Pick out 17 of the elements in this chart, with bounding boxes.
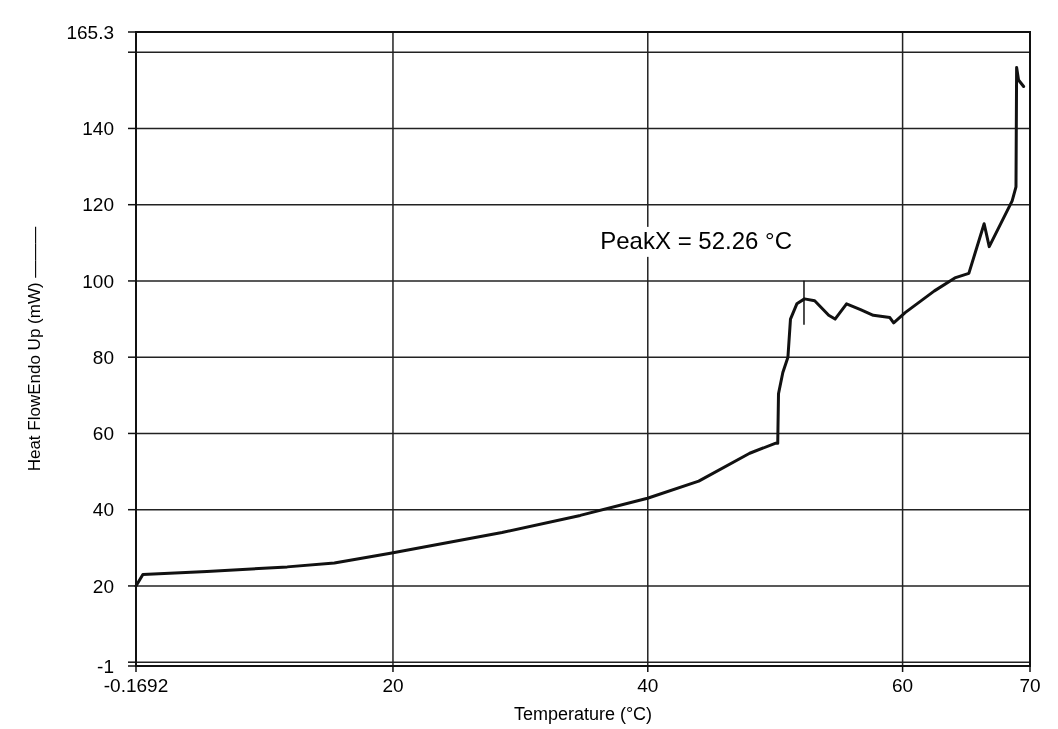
y-tick-label: 100 <box>82 270 114 292</box>
x-tick-label: 40 <box>637 675 659 696</box>
x-tick-label: 70 <box>1019 675 1041 696</box>
y-tick-label: 165.3 <box>66 21 114 43</box>
x-axis-title: Temperature (°C) <box>513 704 653 724</box>
y-tick-label: 20 <box>92 575 114 597</box>
y-tick-label: 40 <box>92 499 114 521</box>
x-tick-label: -0.1692 <box>103 675 169 696</box>
x-tick-label: 20 <box>382 675 404 696</box>
y-tick-label: 80 <box>92 346 114 368</box>
x-tick-label: 60 <box>892 675 914 696</box>
y-tick-label: 60 <box>92 423 114 445</box>
annotation: PeakX = 52.26 °C <box>600 226 792 254</box>
y-tick-label: 120 <box>82 194 114 216</box>
y-tick-label: 140 <box>82 118 114 140</box>
y-axis-title: Heat FlowEndo Up (mW) ——— <box>25 226 44 472</box>
y-tick-label: -1 <box>97 655 114 677</box>
